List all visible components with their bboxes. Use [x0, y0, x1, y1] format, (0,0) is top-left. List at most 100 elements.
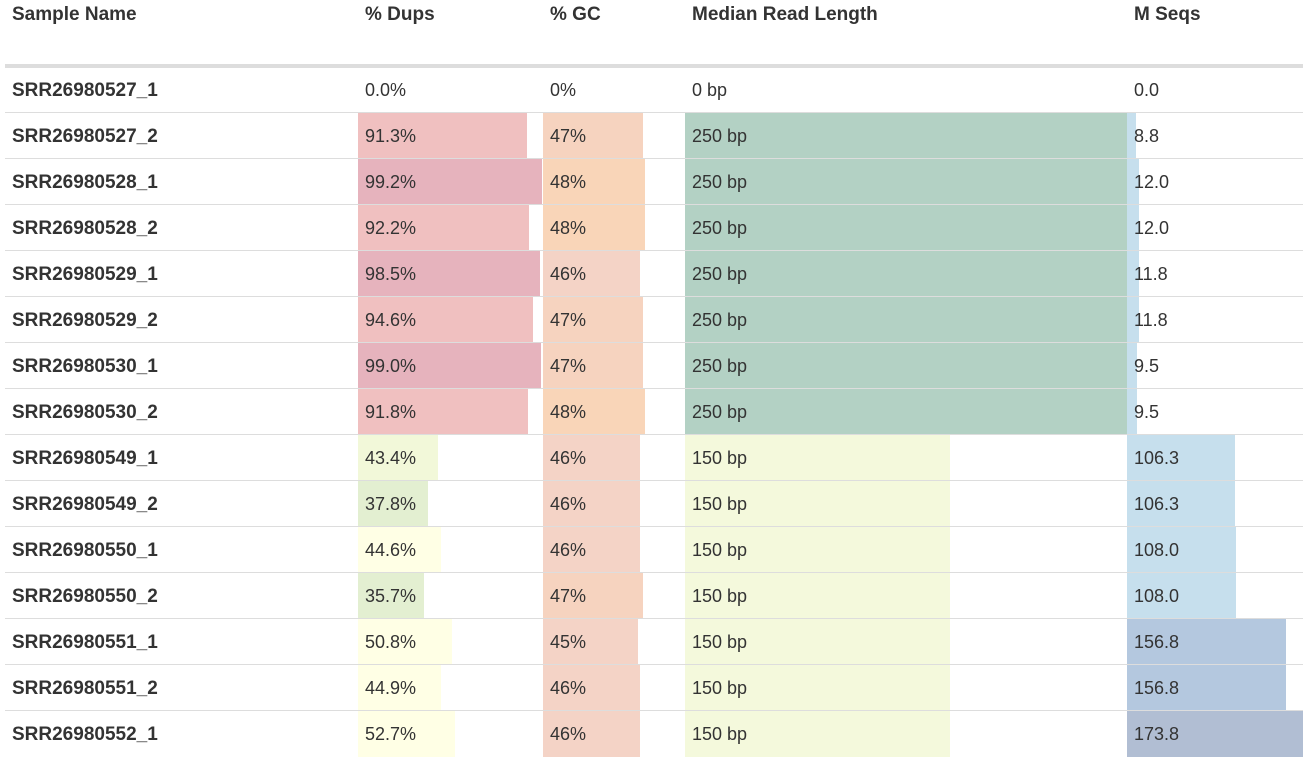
gc-bar [543, 251, 640, 297]
dups-cell: 91.8% [358, 389, 543, 435]
dups-bar [358, 389, 528, 435]
gc-bar [543, 665, 640, 711]
row-divider [5, 112, 1303, 113]
dups-bar [358, 343, 541, 389]
column-header-median-read-length[interactable]: Median Read Length [692, 4, 878, 25]
seqs-bar [1127, 297, 1139, 343]
gc-bar [543, 527, 640, 573]
len-bar [685, 297, 1127, 343]
len-bar [685, 389, 1127, 435]
dups-cell: 44.9% [358, 665, 543, 711]
sample-name[interactable]: SRR26980530_2 [12, 402, 158, 423]
sample-name[interactable]: SRR26980552_1 [12, 724, 158, 745]
seqs-bar [1127, 159, 1139, 205]
len-cell: 150 bp [685, 665, 1127, 711]
dups-bar [358, 159, 542, 205]
sample-name[interactable]: SRR26980529_1 [12, 264, 158, 285]
dups-cell: 52.7% [358, 711, 543, 757]
seqs-value: 106.3 [1134, 494, 1180, 514]
column-header-dups[interactable]: % Dups [365, 4, 435, 25]
sample-name[interactable]: SRR26980551_1 [12, 632, 158, 653]
seqs-value: 9.5 [1134, 356, 1160, 376]
seqs-cell: 12.0 [1127, 205, 1303, 251]
len-value: 250 bp [692, 172, 748, 192]
gc-value: 46% [550, 494, 587, 514]
seqs-cell: 156.8 [1127, 619, 1303, 665]
table-row: SRR26980528_2 92.2% 48% 250 bp 12.0 [0, 205, 1303, 251]
header-divider [5, 64, 1303, 68]
dups-value: 92.2% [365, 218, 417, 238]
seqs-bar [1127, 665, 1286, 711]
len-cell: 250 bp [685, 251, 1127, 297]
dups-bar [358, 527, 441, 573]
sample-name[interactable]: SRR26980530_1 [12, 356, 158, 377]
seqs-bar [1127, 573, 1236, 619]
table-row: SRR26980528_1 99.2% 48% 250 bp 12.0 [0, 159, 1303, 205]
table-row: SRR26980551_1 50.8% 45% 150 bp 156.8 [0, 619, 1303, 665]
len-cell: 250 bp [685, 113, 1127, 159]
len-bar [685, 435, 950, 481]
seqs-cell: 108.0 [1127, 527, 1303, 573]
len-cell: 250 bp [685, 159, 1127, 205]
seqs-bar [1127, 251, 1139, 297]
dups-value: 50.8% [365, 632, 417, 652]
seqs-bar [1127, 113, 1136, 159]
len-value: 150 bp [692, 586, 748, 606]
len-value: 150 bp [692, 540, 748, 560]
dups-value: 99.0% [365, 356, 417, 376]
sample-name[interactable]: SRR26980528_2 [12, 218, 158, 239]
sample-name[interactable]: SRR26980549_2 [12, 494, 158, 515]
len-bar [685, 205, 1127, 251]
len-value: 150 bp [692, 724, 748, 744]
row-divider [5, 434, 1303, 435]
gc-value: 48% [550, 218, 587, 238]
gc-cell: 47% [543, 343, 685, 389]
table-row: SRR26980549_1 43.4% 46% 150 bp 106.3 [0, 435, 1303, 481]
seqs-bar [1127, 711, 1303, 757]
sample-name[interactable]: SRR26980550_1 [12, 540, 158, 561]
column-header-sample-name[interactable]: Sample Name [12, 4, 137, 25]
seqs-value: 9.5 [1134, 402, 1160, 422]
len-bar [685, 113, 1127, 159]
gc-cell: 46% [543, 435, 685, 481]
gc-value: 0% [550, 80, 577, 100]
dups-bar [358, 711, 455, 757]
dups-cell: 50.8% [358, 619, 543, 665]
table-row: SRR26980530_1 99.0% 47% 250 bp 9.5 [0, 343, 1303, 389]
gc-bar [543, 619, 638, 665]
sample-name[interactable]: SRR26980527_1 [12, 80, 158, 101]
column-header-gc[interactable]: % GC [550, 4, 601, 25]
gc-cell: 47% [543, 297, 685, 343]
sample-name[interactable]: SRR26980549_1 [12, 448, 158, 469]
dups-value: 35.7% [365, 586, 417, 606]
len-cell: 150 bp [685, 711, 1127, 757]
sample-name[interactable]: SRR26980527_2 [12, 126, 158, 147]
seqs-value: 11.8 [1134, 264, 1168, 284]
gc-bar [543, 481, 640, 527]
sample-name[interactable]: SRR26980551_2 [12, 678, 158, 699]
dups-cell: 0.0% [358, 67, 543, 113]
len-value: 250 bp [692, 402, 748, 422]
dups-cell: 91.3% [358, 113, 543, 159]
len-value: 150 bp [692, 494, 748, 514]
gc-cell: 46% [543, 527, 685, 573]
gc-bar [543, 297, 643, 343]
gc-value: 45% [550, 632, 587, 652]
sample-name[interactable]: SRR26980550_2 [12, 586, 158, 607]
column-header-m-seqs[interactable]: M Seqs [1134, 4, 1201, 25]
dups-value: 0.0% [365, 80, 407, 100]
seqs-bar [1127, 527, 1236, 573]
len-cell: 0 bp [685, 67, 1127, 113]
seqs-bar [1127, 435, 1235, 481]
sample-name[interactable]: SRR26980528_1 [12, 172, 158, 193]
dups-bar [358, 573, 424, 619]
table-row: SRR26980550_2 35.7% 47% 150 bp 108.0 [0, 573, 1303, 619]
gc-bar [543, 573, 643, 619]
dups-value: 99.2% [365, 172, 417, 192]
dups-cell: 37.8% [358, 481, 543, 527]
dups-cell: 99.0% [358, 343, 543, 389]
sample-name[interactable]: SRR26980529_2 [12, 310, 158, 331]
row-divider [5, 250, 1303, 251]
gc-bar [543, 389, 645, 435]
dups-value: 91.3% [365, 126, 417, 146]
